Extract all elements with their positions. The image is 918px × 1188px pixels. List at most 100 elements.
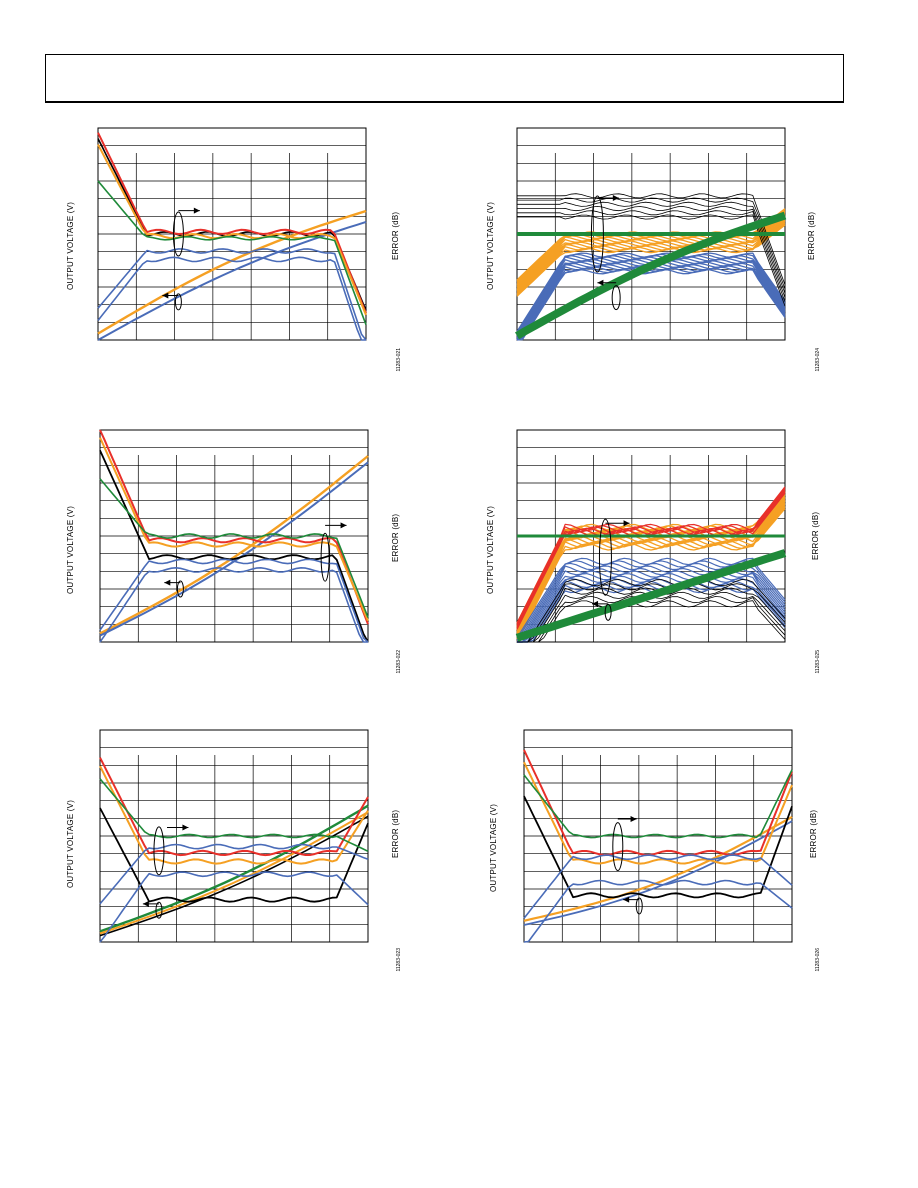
annotation-ellipse <box>590 195 604 273</box>
annotation-ellipse <box>176 580 184 598</box>
trace-orange <box>516 211 786 285</box>
trace-orange <box>516 500 786 636</box>
y-axis-label-left: OUTPUT VOLTAGE (V) <box>66 201 75 290</box>
trace-blue <box>516 262 786 341</box>
trace-blue <box>517 585 786 643</box>
series-output-blue <box>97 220 367 341</box>
trace-black <box>517 587 786 643</box>
series-error-blue <box>523 879 793 943</box>
annotation-ellipse <box>172 211 184 257</box>
trace-black <box>517 591 786 643</box>
series-error-red <box>99 429 369 625</box>
series-error-black <box>523 795 793 899</box>
trace-blue <box>517 578 786 643</box>
trace-orange <box>516 499 786 634</box>
trace-orange <box>516 224 786 297</box>
arrow-head <box>340 522 347 529</box>
y-axis-label-right: ERROR (dB) <box>391 513 400 562</box>
trace-black <box>517 210 786 302</box>
y-axis-label-right: ERROR (dB) <box>391 211 400 260</box>
trace-orange <box>516 215 786 288</box>
arrow-head <box>630 816 637 823</box>
trace-blue <box>516 258 786 339</box>
series-output-orange <box>523 815 793 922</box>
annotation-ellipse <box>320 532 330 582</box>
y-axis-label-right: ERROR (dB) <box>391 809 400 858</box>
figure-id: 11283-024 <box>815 348 821 372</box>
arrow-head <box>592 600 599 607</box>
series-output-black <box>99 815 369 937</box>
trace-black <box>517 193 786 286</box>
series-error-red <box>523 749 793 857</box>
annotation-ellipse <box>604 603 612 621</box>
arrow-head <box>164 579 171 586</box>
trace-black <box>517 579 786 643</box>
annotation-ellipse <box>635 897 643 915</box>
annotation-ellipse <box>612 822 624 872</box>
trace-black <box>517 197 786 290</box>
trace-blue <box>516 265 786 341</box>
trace-blue <box>516 263 786 341</box>
arrow-head <box>162 292 169 299</box>
series-error-green <box>97 180 367 325</box>
series-error-green <box>523 769 793 839</box>
y-axis-label-left: OUTPUT VOLTAGE (V) <box>66 505 75 594</box>
trace-red <box>516 486 786 624</box>
trace-red <box>516 489 786 626</box>
series-output-orange <box>99 811 369 935</box>
trace-green-band <box>515 549 787 642</box>
arrow-head <box>597 279 604 286</box>
annotation-ellipse <box>598 518 612 596</box>
trace-black <box>517 214 786 307</box>
trace-blue <box>516 260 786 340</box>
annotation-ellipse <box>153 826 165 876</box>
trace-orange <box>516 497 786 633</box>
annotation-ellipse <box>611 285 621 311</box>
trace-blue <box>516 557 786 639</box>
trace-orange <box>516 214 786 287</box>
series-error-red <box>99 757 369 857</box>
trace-red <box>516 490 786 627</box>
trace-blue <box>516 560 786 641</box>
trace-blue <box>517 572 786 643</box>
plot-frame <box>516 127 786 341</box>
series-output-blue <box>523 820 793 926</box>
trace-orange <box>516 216 786 290</box>
series-output-green <box>99 804 369 933</box>
figure-id: 11283-022 <box>396 650 402 674</box>
y-axis-label-left: OUTPUT VOLTAGE (V) <box>486 201 495 290</box>
trace-orange <box>516 213 786 286</box>
series-error-blue <box>99 871 369 943</box>
trace-orange <box>516 488 786 624</box>
figure-id: 11283-025 <box>815 650 821 674</box>
annotation-ellipse <box>155 901 163 919</box>
trace-red <box>516 491 786 629</box>
series-error-blue <box>97 248 367 341</box>
trace-red <box>516 492 786 630</box>
trace-orange <box>516 502 786 637</box>
series-error-red <box>97 132 367 314</box>
trace-green-band <box>515 211 787 340</box>
series-error-orange <box>99 437 369 622</box>
trace-blue <box>516 253 786 334</box>
plot-frame <box>99 729 369 943</box>
trace-orange <box>516 508 786 643</box>
y-axis-label-left: OUTPUT VOLTAGE (V) <box>486 505 495 594</box>
figure-id: 11283-021 <box>396 348 402 372</box>
arrow-head <box>182 824 189 831</box>
series-error-orange <box>523 761 793 865</box>
trace-blue <box>516 252 786 332</box>
series-error-black <box>97 138 367 311</box>
figure-id: 11283-023 <box>396 948 402 972</box>
arrow-head <box>623 896 630 903</box>
arrow-head <box>612 194 619 201</box>
y-axis-label-right: ERROR (dB) <box>809 809 818 858</box>
trace-black <box>517 201 786 294</box>
trace-blue <box>516 257 786 337</box>
